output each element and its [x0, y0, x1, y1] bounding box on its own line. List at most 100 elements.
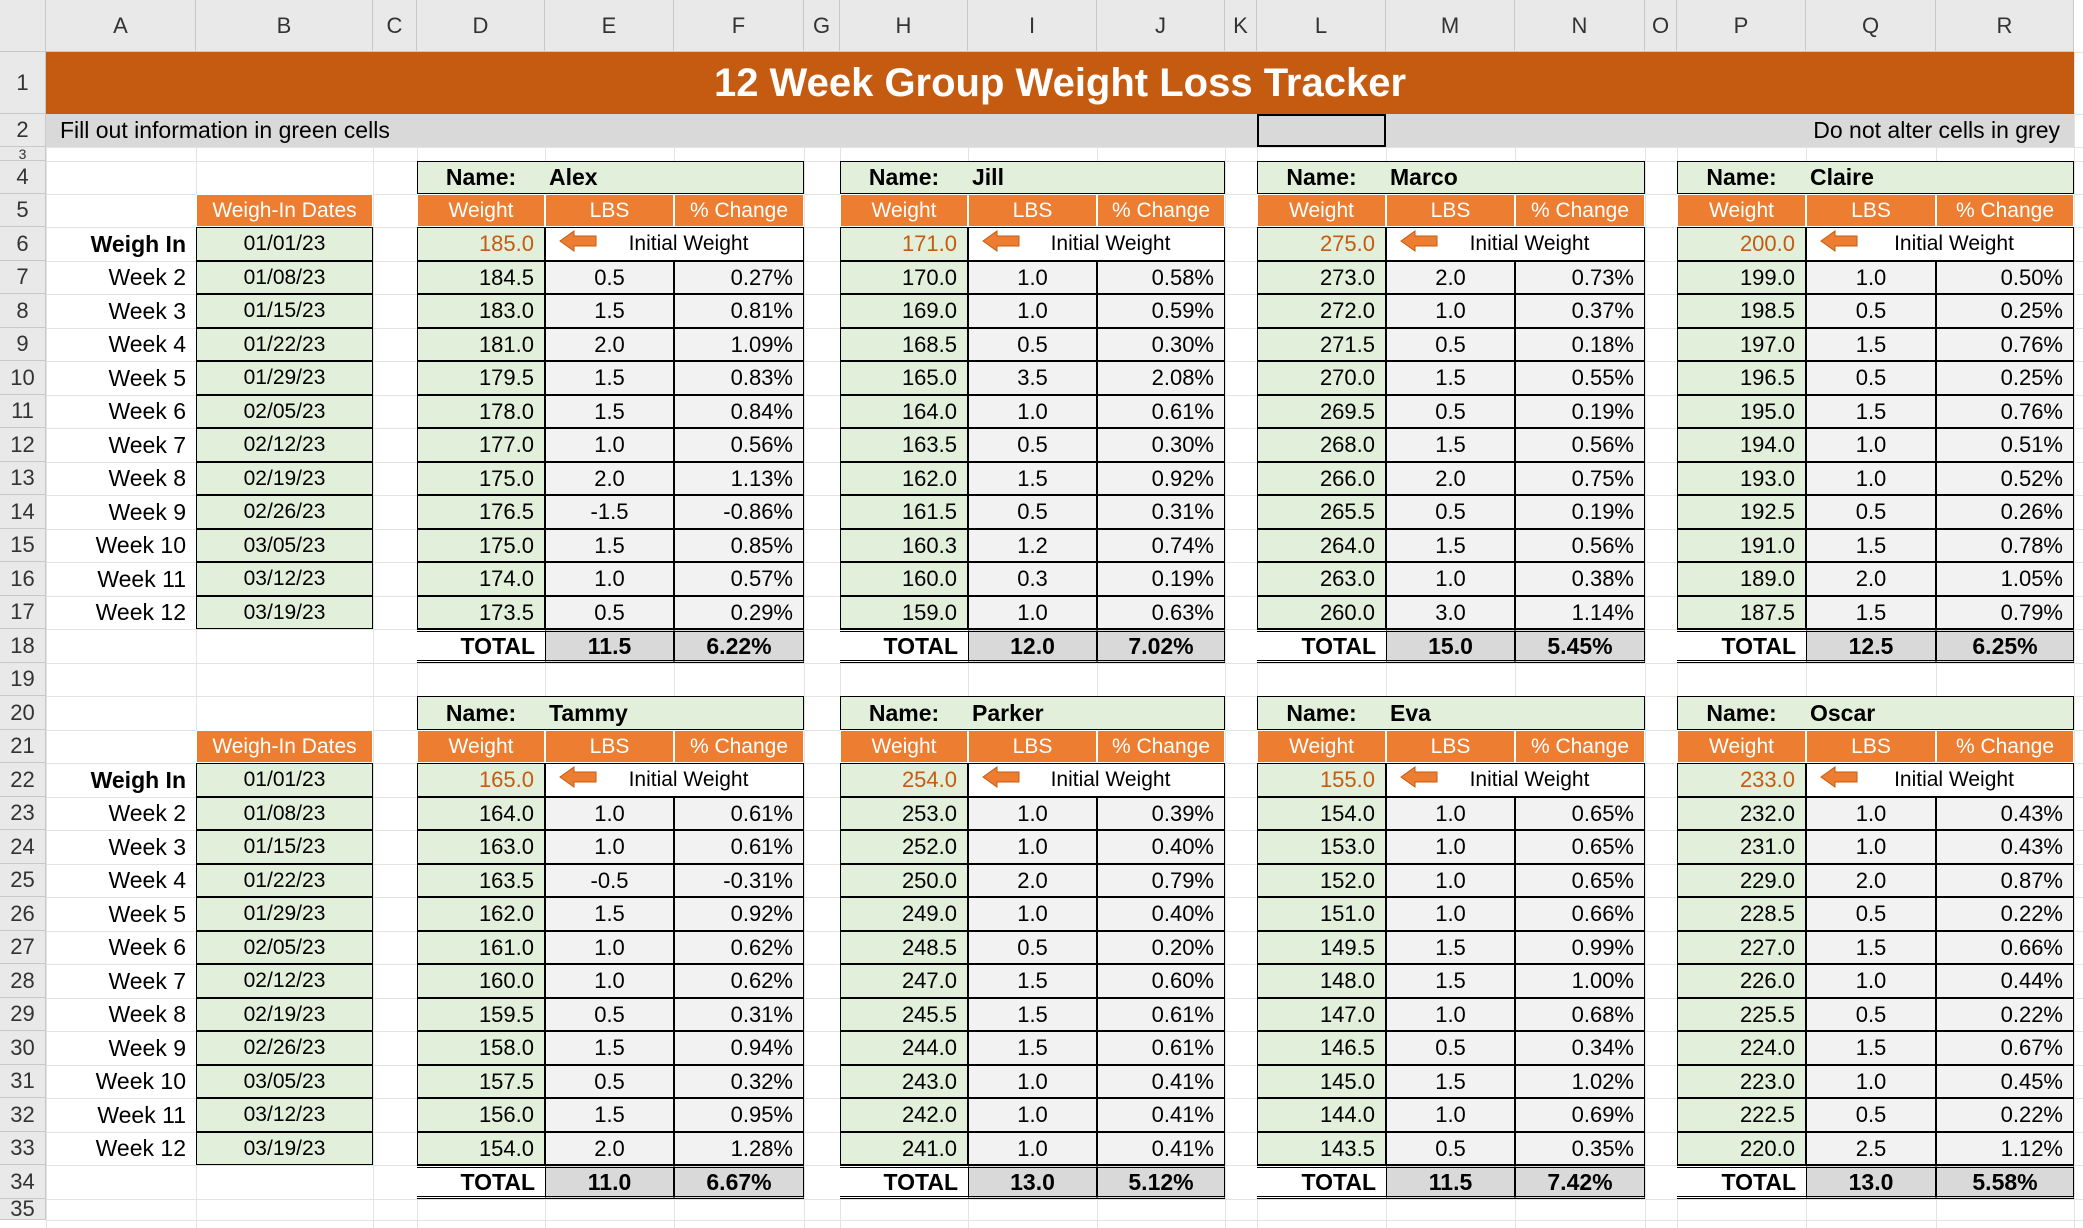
person-name-marco[interactable]: Marco: [1390, 164, 1458, 190]
weight-cell[interactable]: 159.0: [840, 596, 968, 629]
weight-cell[interactable]: 157.5: [417, 1065, 545, 1098]
date-cell[interactable]: 02/19/23: [196, 998, 373, 1031]
date-cell[interactable]: 01/22/23: [196, 328, 373, 361]
weight-cell[interactable]: 148.0: [1257, 964, 1386, 998]
date-cell[interactable]: 03/19/23: [196, 596, 373, 629]
weight-cell[interactable]: 163.5: [417, 864, 545, 897]
weight-cell[interactable]: 151.0: [1257, 897, 1386, 931]
row-header-32[interactable]: 32: [0, 1098, 46, 1132]
date-cell[interactable]: 01/29/23: [196, 361, 373, 395]
weight-cell[interactable]: 272.0: [1257, 294, 1386, 328]
weight-cell[interactable]: 165.0: [840, 361, 968, 395]
column-header-d[interactable]: D: [417, 0, 545, 52]
row-header-25[interactable]: 25: [0, 864, 46, 897]
row-header-22[interactable]: 22: [0, 763, 46, 797]
weight-cell[interactable]: 231.0: [1677, 830, 1806, 864]
date-cell[interactable]: 02/05/23: [196, 395, 373, 428]
weight-cell[interactable]: 175.0: [417, 462, 545, 495]
weight-cell[interactable]: 222.5: [1677, 1098, 1806, 1132]
weight-cell[interactable]: 268.0: [1257, 428, 1386, 462]
date-cell[interactable]: 01/22/23: [196, 864, 373, 897]
row-header-10[interactable]: 10: [0, 361, 46, 395]
weight-cell[interactable]: 193.0: [1677, 462, 1806, 495]
weight-cell[interactable]: 173.5: [417, 596, 545, 629]
date-cell[interactable]: 03/05/23: [196, 529, 373, 562]
weight-cell[interactable]: 160.0: [840, 562, 968, 596]
person-name-eva[interactable]: Eva: [1390, 699, 1431, 726]
column-header-r[interactable]: R: [1936, 0, 2074, 52]
weight-cell[interactable]: 264.0: [1257, 529, 1386, 562]
weight-cell[interactable]: 253.0: [840, 797, 968, 830]
weight-cell[interactable]: 225.5: [1677, 998, 1806, 1031]
column-header-l[interactable]: L: [1257, 0, 1386, 52]
row-header-11[interactable]: 11: [0, 395, 46, 428]
weight-cell[interactable]: 161.0: [417, 931, 545, 964]
weight-cell[interactable]: 170.0: [840, 261, 968, 294]
weight-cell[interactable]: 270.0: [1257, 361, 1386, 395]
row-header-35[interactable]: 35: [0, 1196, 46, 1221]
weight-cell[interactable]: 244.0: [840, 1031, 968, 1065]
weight-cell[interactable]: 153.0: [1257, 830, 1386, 864]
weight-cell[interactable]: 160.3: [840, 529, 968, 562]
column-header-f[interactable]: F: [674, 0, 804, 52]
row-header-19[interactable]: 19: [0, 663, 46, 696]
initial-weight-eva[interactable]: 155.0: [1257, 763, 1386, 797]
weight-cell[interactable]: 260.0: [1257, 596, 1386, 629]
column-header-c[interactable]: C: [373, 0, 417, 52]
date-cell[interactable]: 02/26/23: [196, 1031, 373, 1065]
row-header-33[interactable]: 33: [0, 1132, 46, 1165]
date-cell[interactable]: 02/05/23: [196, 931, 373, 964]
row-header-5[interactable]: 5: [0, 194, 46, 227]
weight-cell[interactable]: 229.0: [1677, 864, 1806, 897]
weight-cell[interactable]: 271.5: [1257, 328, 1386, 361]
date-cell[interactable]: 03/12/23: [196, 562, 373, 596]
date-cell[interactable]: 03/19/23: [196, 1132, 373, 1165]
weight-cell[interactable]: 164.0: [840, 395, 968, 428]
date-cell[interactable]: 01/29/23: [196, 897, 373, 931]
row-header-27[interactable]: 27: [0, 931, 46, 964]
weight-cell[interactable]: 152.0: [1257, 864, 1386, 897]
person-name-parker[interactable]: Parker: [972, 699, 1044, 726]
date-cell[interactable]: 01/01/23: [196, 763, 373, 797]
weight-cell[interactable]: 143.5: [1257, 1132, 1386, 1165]
row-header-34[interactable]: 34: [0, 1165, 46, 1199]
column-header-g[interactable]: G: [804, 0, 840, 52]
weight-cell[interactable]: 248.5: [840, 931, 968, 964]
weight-cell[interactable]: 250.0: [840, 864, 968, 897]
initial-weight-alex[interactable]: 185.0: [417, 227, 545, 261]
date-cell[interactable]: 02/19/23: [196, 462, 373, 495]
weight-cell[interactable]: 242.0: [840, 1098, 968, 1132]
weight-cell[interactable]: 177.0: [417, 428, 545, 462]
weight-cell[interactable]: 223.0: [1677, 1065, 1806, 1098]
weight-cell[interactable]: 164.0: [417, 797, 545, 830]
column-header-q[interactable]: Q: [1806, 0, 1936, 52]
column-header-e[interactable]: E: [545, 0, 674, 52]
weight-cell[interactable]: 160.0: [417, 964, 545, 998]
weight-cell[interactable]: 158.0: [417, 1031, 545, 1065]
weight-cell[interactable]: 149.5: [1257, 931, 1386, 964]
weight-cell[interactable]: 189.0: [1677, 562, 1806, 596]
row-header-30[interactable]: 30: [0, 1031, 46, 1065]
weight-cell[interactable]: 263.0: [1257, 562, 1386, 596]
column-header-m[interactable]: M: [1386, 0, 1515, 52]
weight-cell[interactable]: 146.5: [1257, 1031, 1386, 1065]
date-cell[interactable]: 01/15/23: [196, 294, 373, 328]
row-header-8[interactable]: 8: [0, 294, 46, 328]
weight-cell[interactable]: 195.0: [1677, 395, 1806, 428]
weight-cell[interactable]: 228.5: [1677, 897, 1806, 931]
weight-cell[interactable]: 178.0: [417, 395, 545, 428]
row-header-14[interactable]: 14: [0, 495, 46, 529]
boxed-grey-cell[interactable]: [1257, 114, 1386, 147]
row-header-16[interactable]: 16: [0, 562, 46, 596]
weight-cell[interactable]: 169.0: [840, 294, 968, 328]
weight-cell[interactable]: 174.0: [417, 562, 545, 596]
row-header-1[interactable]: 1: [0, 52, 46, 114]
weight-cell[interactable]: 192.5: [1677, 495, 1806, 529]
row-header-31[interactable]: 31: [0, 1065, 46, 1098]
weight-cell[interactable]: 163.5: [840, 428, 968, 462]
initial-weight-tammy[interactable]: 165.0: [417, 763, 545, 797]
column-header-p[interactable]: P: [1677, 0, 1806, 52]
row-header-15[interactable]: 15: [0, 529, 46, 562]
row-header-21[interactable]: 21: [0, 730, 46, 763]
initial-weight-claire[interactable]: 200.0: [1677, 227, 1806, 261]
